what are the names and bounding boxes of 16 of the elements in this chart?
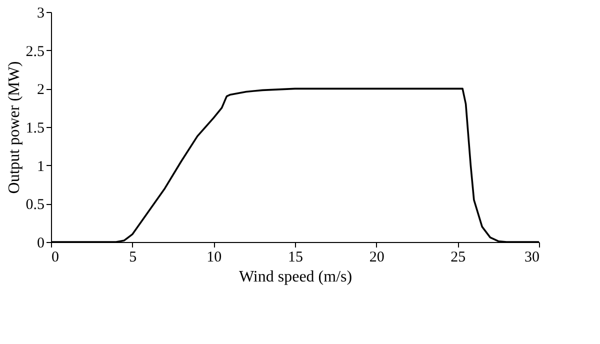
y-tick-label: 0.5	[26, 197, 44, 214]
x-axis-title: Wind speed (m/s)	[238, 268, 352, 286]
x-tick-label: 10	[206, 250, 222, 266]
x-tick-label: 20	[369, 250, 384, 266]
y-tick-label: 2	[37, 82, 44, 98]
y-tick-label: 2.5	[26, 44, 44, 60]
y-axis-title: Output power (MW)	[6, 61, 23, 194]
x-tick-label: 5	[129, 250, 137, 266]
y-tick-label: 1.5	[26, 120, 44, 136]
x-tick-label: 0	[52, 250, 59, 266]
x-tick-label: 15	[288, 250, 303, 266]
y-tick-label: 3	[37, 6, 44, 22]
x-tick-label: 25	[450, 250, 466, 266]
y-tick-label: 1	[37, 158, 44, 175]
x-tick-label: 30	[524, 250, 540, 266]
y-tick-label: 0	[37, 236, 44, 252]
